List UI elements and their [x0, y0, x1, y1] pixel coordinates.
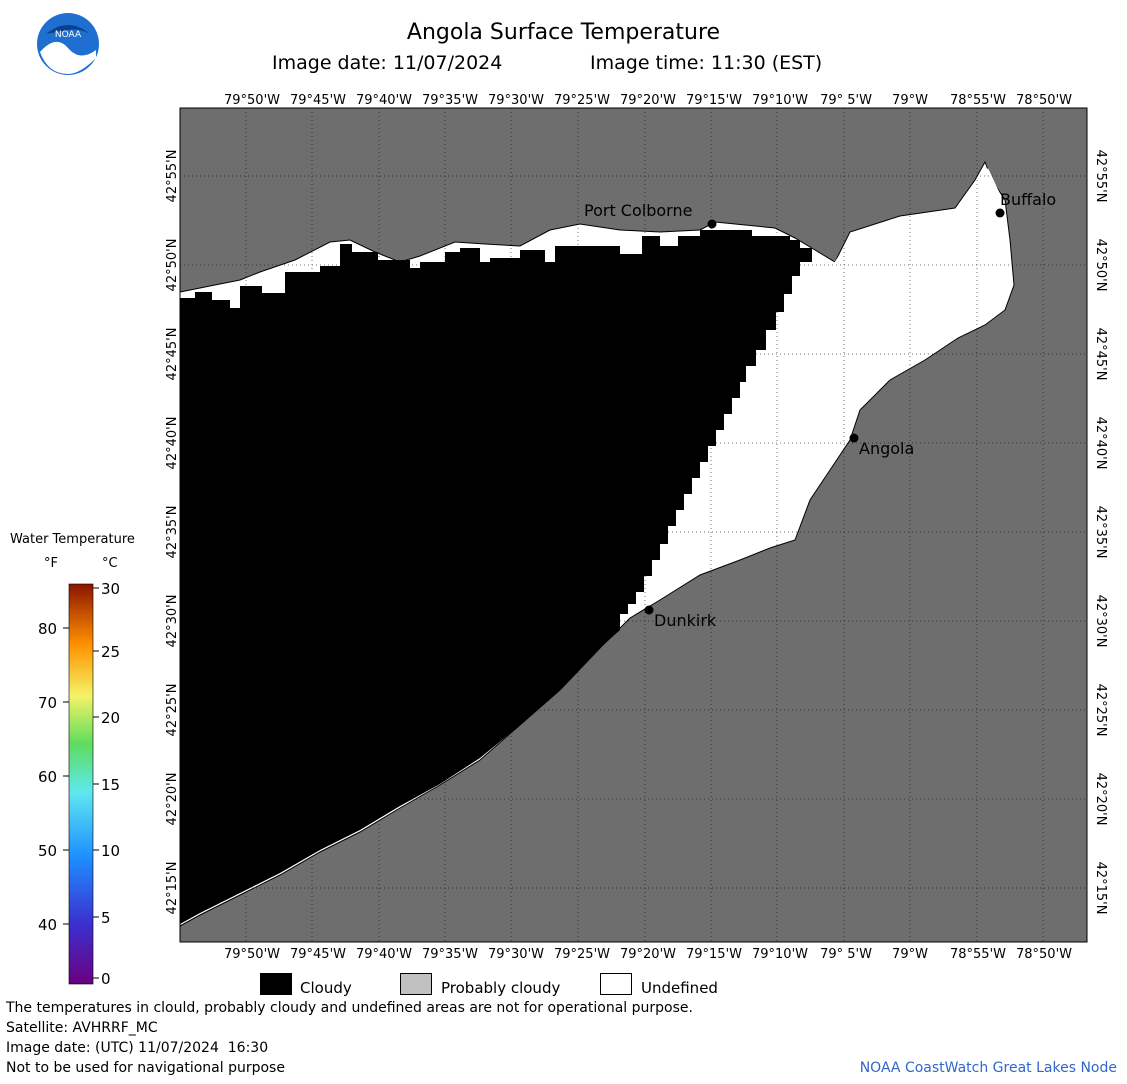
lat-label-right: 42°55'N [1093, 150, 1108, 203]
lon-label-top: 79°10'W [752, 93, 808, 108]
scale-c-label: 0 [101, 970, 111, 988]
lon-label-top: 78°55'W [950, 93, 1006, 108]
lon-label-bottom: 79°W [892, 947, 928, 958]
legend-swatch-cloudy [260, 973, 292, 995]
city-label-angola: Angola [859, 439, 914, 458]
lon-label-top: 79°15'W [686, 93, 742, 108]
lat-label-right: 42°50'N [1093, 239, 1108, 292]
lon-label-bottom: 79°30'W [488, 947, 544, 958]
city-markers [644, 208, 1005, 615]
legend-label-undefined: Undefined [641, 979, 718, 997]
lat-label-left: 42°55'N [165, 150, 180, 203]
image-date: Image date: 11/07/2024 [272, 52, 503, 74]
lat-lon-grid [180, 108, 1087, 942]
scale-title: Water Temperature [10, 532, 135, 547]
lat-label-left: 42°35'N [165, 506, 180, 559]
footer-disclaimer: The temperatures in clould, probably clo… [6, 1000, 693, 1016]
city-label-buffalo: Buffalo [1000, 190, 1056, 209]
lat-label-right: 42°30'N [1093, 595, 1108, 648]
lon-label-top: 79°40'W [356, 93, 412, 108]
lat-label-left: 42°25'N [165, 684, 180, 737]
lon-label-top: 79°25'W [554, 93, 610, 108]
lon-label-bottom: 79°20'W [620, 947, 676, 958]
map-frame [179, 107, 1088, 943]
lat-label-left: 42°45'N [165, 328, 180, 381]
lon-label-bottom: 78°50'W [1016, 947, 1072, 958]
legend-swatch-probably-cloudy [400, 973, 432, 995]
scale-f-label: 70 [38, 694, 57, 712]
footer-utc-date: Image date: (UTC) 11/07/2024 16:30 [6, 1040, 269, 1056]
city-label-dunkirk: Dunkirk [654, 611, 717, 630]
lat-label-left: 42°15'N [165, 862, 180, 915]
scale-c-label: 10 [101, 842, 120, 860]
lat-label-right: 42°15'N [1093, 862, 1108, 915]
lat-label-left: 42°40'N [165, 417, 180, 470]
lat-label-right: 42°35'N [1093, 506, 1108, 559]
cloudy-water [180, 230, 812, 924]
lat-label-right: 42°20'N [1093, 773, 1108, 826]
scale-c-label: 5 [101, 909, 111, 927]
noaa-logo: NOAA [37, 13, 99, 75]
scale-c-label: 30 [101, 580, 120, 598]
city-marker-buffalo [995, 208, 1005, 218]
image-time: Image time: 11:30 (EST) [590, 52, 823, 74]
lon-label-top: 79°45'W [290, 93, 346, 108]
lon-label-bottom: 79°10'W [752, 947, 808, 958]
legend-swatch-undefined [600, 973, 632, 995]
scale-bar [68, 583, 94, 985]
lon-label-bottom: 79°40'W [356, 947, 412, 958]
lat-label-left: 42°50'N [165, 239, 180, 292]
city-label-port-colborne: Port Colborne [584, 201, 692, 220]
lat-label-right: 42°40'N [1093, 417, 1108, 470]
lon-label-top: 79°20'W [620, 93, 676, 108]
footer-satellite: Satellite: AVHRRF_MC [6, 1020, 158, 1036]
footer-nav-warning: Not to be used for navigational purpose [6, 1060, 285, 1076]
scale-unit-c: °C [102, 556, 118, 571]
page-title: Angola Surface Temperature [406, 20, 721, 45]
legend-label-probably-cloudy: Probably cloudy [441, 979, 561, 997]
city-marker-port-colborne [707, 219, 717, 229]
lat-label-left: 42°20'N [165, 773, 180, 826]
scale-unit-f: °F [44, 556, 58, 571]
lon-label-bottom: 79°50'W [224, 947, 280, 958]
lon-label-bottom: 79°35'W [422, 947, 478, 958]
footer-credit: NOAA CoastWatch Great Lakes Node [859, 1060, 1117, 1076]
lat-label-left: 42°30'N [165, 595, 180, 648]
lon-label-bottom: 79°15'W [686, 947, 742, 958]
scale-f-label: 60 [38, 768, 57, 786]
undefined-water [630, 168, 1010, 612]
lon-label-top: 79°50'W [224, 93, 280, 108]
scale-c-label: 15 [101, 776, 120, 794]
lon-label-bottom: 79°45'W [290, 947, 346, 958]
lat-label-right: 42°25'N [1093, 684, 1108, 737]
temperature-scale: 80 70 60 50 40 30 25 20 15 10 5 0 [38, 580, 120, 988]
lon-label-bottom: 79° 5'W [820, 947, 872, 958]
lon-label-top: 79°30'W [488, 93, 544, 108]
lon-label-top: 78°50'W [1016, 93, 1072, 108]
map-svg: 79°50'W 79°45'W 79°40'W 79°35'W 79°30'W … [165, 93, 1108, 958]
lat-label-right: 42°45'N [1093, 328, 1108, 381]
city-marker-angola [849, 433, 859, 443]
scale-f-label: 80 [38, 620, 57, 638]
logo-text: NOAA [55, 30, 82, 40]
scale-c-label: 20 [101, 709, 120, 727]
lon-label-top: 79°35'W [422, 93, 478, 108]
scale-f-label: 40 [38, 916, 57, 934]
scale-c-label: 25 [101, 643, 120, 661]
legend-label-cloudy: Cloudy [300, 979, 352, 997]
scale-f-label: 50 [38, 842, 57, 860]
lon-label-bottom: 78°55'W [950, 947, 1006, 958]
lon-label-top: 79° 5'W [820, 93, 872, 108]
city-marker-dunkirk [644, 605, 654, 615]
lon-label-top: 79°W [892, 93, 928, 108]
lon-label-bottom: 79°25'W [554, 947, 610, 958]
